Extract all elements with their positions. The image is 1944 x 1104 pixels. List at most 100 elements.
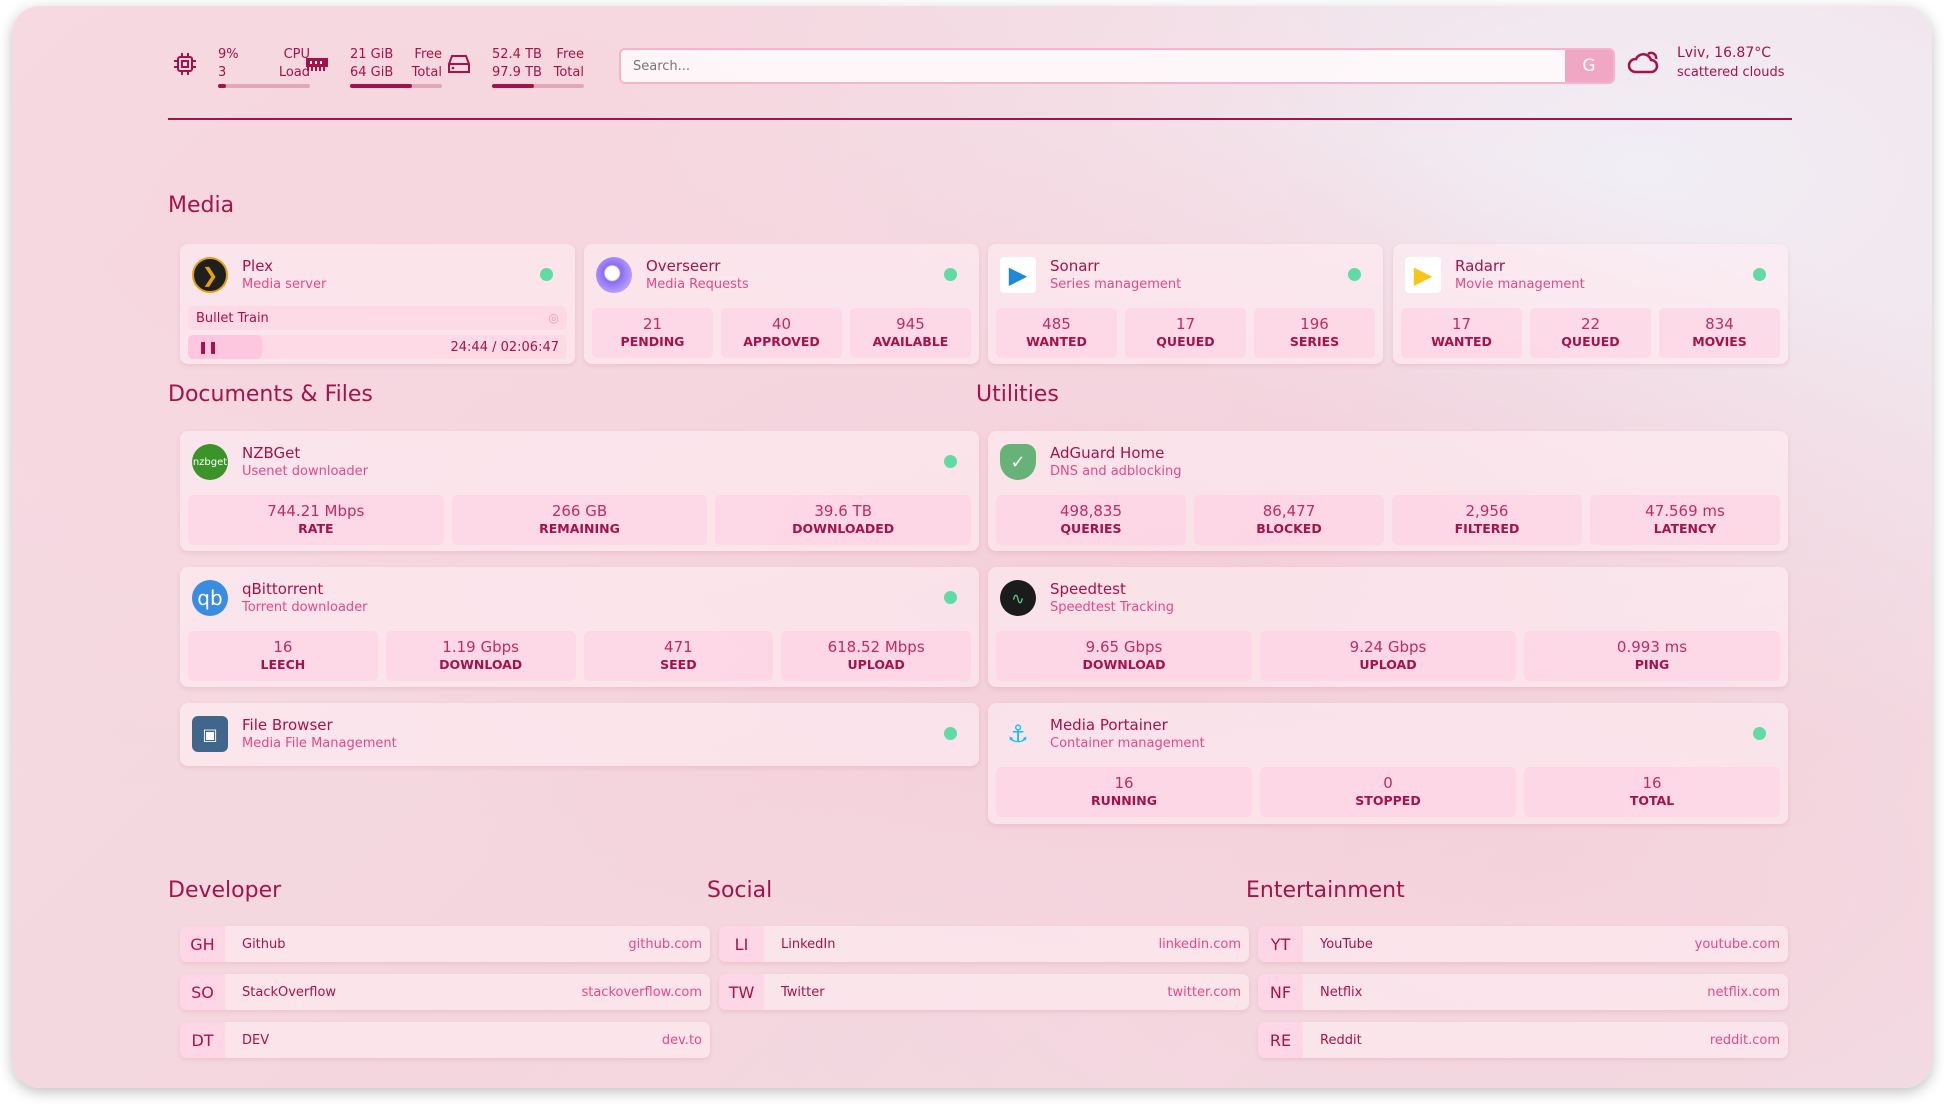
stat-label: BLOCKED (1256, 521, 1322, 536)
cast-icon[interactable]: ◎ (548, 311, 559, 325)
google-search-button[interactable]: G (1565, 50, 1613, 82)
service-stats: 17 WANTED 22 QUEUED 834 MOVIES (1401, 308, 1780, 358)
stat-label: QUERIES (1060, 521, 1122, 536)
stat-block: 22 QUEUED (1530, 308, 1651, 358)
overseerr-icon (596, 257, 632, 293)
bookmark-abbr: NF (1258, 974, 1303, 1010)
stat-value: 9.24 Gbps (1349, 638, 1427, 656)
stat-block: 17 WANTED (1401, 308, 1522, 358)
file-browser-card[interactable]: ▣ File Browser Media File Management (180, 703, 979, 766)
service-header: qb qBittorrent Torrent downloader (188, 577, 971, 619)
disk-total: 97.9 TB (492, 65, 542, 80)
service-header: ❯ Plex Media server (188, 254, 567, 296)
bookmark-name: YouTube (1320, 936, 1373, 952)
bookmark-twitter[interactable]: TW Twitter twitter.com (719, 974, 1249, 1010)
bookmark-abbr: SO (180, 974, 225, 1010)
now-playing-title-bar: Bullet Train ◎ (188, 306, 567, 330)
service-name[interactable]: NZBGet (242, 443, 301, 462)
stat-label: UPLOAD (847, 657, 905, 672)
stat-block: 618.52 Mbps UPLOAD (781, 631, 971, 681)
bookmark-url: netflix.com (1707, 984, 1780, 1000)
qbittorrent-icon: qb (192, 580, 228, 616)
service-description: Media Requests (646, 276, 749, 292)
service-description: Torrent downloader (242, 599, 368, 615)
service-description: Series management (1050, 276, 1182, 292)
radarr-card[interactable]: ▶ Radarr Movie management 17 WANTED 22 QUEUED 8… (1393, 244, 1788, 364)
stat-value: 0 (1383, 774, 1393, 792)
service-name[interactable]: Plex (242, 256, 274, 275)
media-portainer-card[interactable]: ⚓ Media Portainer Container management 16 RU… (988, 703, 1788, 824)
stat-label: UPLOAD (1359, 657, 1417, 672)
stat-label: SEED (660, 657, 697, 672)
search-input[interactable] (621, 50, 1565, 82)
radarr-icon: ▶ (1405, 257, 1441, 293)
stat-label: QUEUED (1156, 334, 1215, 349)
disk-widget: 52.4 TB 97.9 TB Free Total (448, 46, 584, 88)
bookmark-reddit[interactable]: RE Reddit reddit.com (1258, 1022, 1788, 1058)
bookmark-name: Reddit (1320, 1032, 1362, 1048)
bookmark-url: stackoverflow.com (581, 984, 702, 1000)
status-indicator (944, 727, 957, 740)
service-description: Speedtest Tracking (1050, 599, 1174, 615)
service-header: ▶ Sonarr Series management (996, 254, 1375, 296)
adguard-home-card[interactable]: ✓ AdGuard Home DNS and adblocking 498,835 QU… (988, 431, 1788, 551)
service-name[interactable]: Overseerr (646, 256, 721, 275)
bookmark-abbr: TW (719, 974, 764, 1010)
stat-value: 17 (1451, 315, 1472, 333)
disk-usage-bar (492, 84, 584, 88)
service-description: Usenet downloader (242, 463, 368, 479)
service-name[interactable]: Sonarr (1050, 256, 1100, 275)
cpu-widget: 9% 3 CPU Load (174, 46, 310, 88)
overseerr-card[interactable]: Overseerr Media Requests 21 PENDING 40 APPROV… (584, 244, 979, 364)
service-stats: 16 RUNNING 0 STOPPED 16 TOTAL (996, 767, 1780, 817)
search-bar: G (619, 48, 1615, 84)
bookmark-netflix[interactable]: NF Netflix netflix.com (1258, 974, 1788, 1010)
bookmark-url: github.com (628, 936, 702, 952)
status-indicator (1753, 268, 1766, 281)
plex-card[interactable]: ❯ Plex Media server Bullet Train ◎ ❚❚ 24:44 / … (180, 244, 575, 364)
bookmark-linkedin[interactable]: LI LinkedIn linkedin.com (719, 926, 1249, 962)
stat-value: 498,835 (1059, 502, 1123, 520)
bookmark-stackoverflow[interactable]: SO StackOverflow stackoverflow.com (180, 974, 710, 1010)
bookmark-abbr: YT (1258, 926, 1303, 962)
dashboard-window: 9% 3 CPU Load 21 GiB 64 GiB Free Total 52.4 … (12, 6, 1932, 1088)
section-title-media: Media (168, 193, 235, 218)
qbittorrent-card[interactable]: qb qBittorrent Torrent downloader 16 LEECH 1.… (180, 567, 979, 687)
stat-value: 1.19 Gbps (442, 638, 519, 656)
pause-icon[interactable]: ❚❚ (198, 340, 219, 354)
stat-value: 945 (896, 315, 925, 333)
service-description: Movie management (1455, 276, 1585, 292)
service-text: Speedtest Speedtest Tracking (1050, 580, 1174, 617)
service-name[interactable]: AdGuard Home (1050, 443, 1165, 462)
bookmark-github[interactable]: GH Github github.com (180, 926, 710, 962)
bookmark-abbr: GH (180, 926, 225, 962)
service-name[interactable]: qBittorrent (242, 579, 324, 598)
section-title-documents: Documents & Files (168, 382, 373, 407)
service-description: Media server (242, 276, 327, 292)
service-header: Overseerr Media Requests (592, 254, 971, 296)
service-name[interactable]: Speedtest (1050, 579, 1126, 598)
service-name[interactable]: Media Portainer (1050, 715, 1168, 734)
speedtest-card[interactable]: ∿ Speedtest Speedtest Tracking 9.65 Gbps DOW… (988, 567, 1788, 687)
section-title-utilities: Utilities (976, 382, 1059, 407)
free-label: Free (414, 47, 442, 62)
weather-location-temp: Lviv, 16.87°C (1677, 45, 1772, 61)
bookmark-url: dev.to (661, 1032, 702, 1048)
bookmark-youtube[interactable]: YT YouTube youtube.com (1258, 926, 1788, 962)
service-name[interactable]: File Browser (242, 715, 333, 734)
stat-value: 16 (1642, 774, 1662, 792)
nzbget-card[interactable]: nzbget NZBGet Usenet downloader 744.21 Mbps… (180, 431, 979, 551)
stat-value: 266 GB (551, 502, 608, 520)
service-header: nzbget NZBGet Usenet downloader (188, 441, 971, 483)
sonarr-card[interactable]: ▶ Sonarr Series management 485 WANTED 17 QUEUE… (988, 244, 1383, 364)
service-name[interactable]: Radarr (1455, 256, 1506, 275)
cpu-usage-bar (218, 84, 310, 88)
free-label: Free (556, 47, 584, 62)
status-indicator (1348, 268, 1361, 281)
memory-total: 64 GiB (350, 65, 394, 80)
bookmark-dev[interactable]: DT DEV dev.to (180, 1022, 710, 1058)
stat-label: MOVIES (1692, 334, 1747, 349)
stat-block: 47.569 ms LATENCY (1590, 495, 1780, 545)
plex-icon: ❯ (192, 257, 228, 293)
stat-label: PING (1634, 657, 1670, 672)
